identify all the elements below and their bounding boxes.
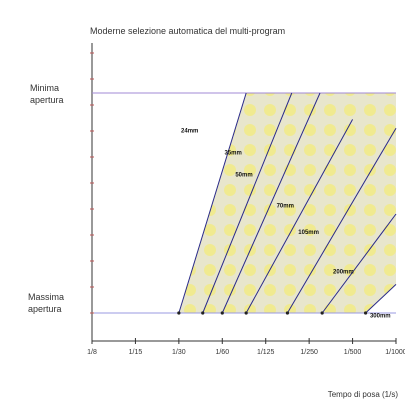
y-label-bottom-line2: apertura (28, 304, 62, 314)
lens-line-70mm (245, 119, 354, 314)
lens-line-24mm (178, 92, 247, 314)
lens-label-35mm: 35mm (224, 151, 241, 157)
lens-line-35mm (202, 92, 293, 314)
lens-label-200mm: 200mm (333, 269, 354, 275)
x-tick-label: 1/8 (87, 349, 97, 356)
lens-point-70mm (244, 311, 248, 315)
y-label-top-line1: Minima (30, 83, 59, 93)
x-tick-label: 1/60 (215, 349, 229, 356)
dot-pattern (178, 93, 396, 313)
lens-line-105mm (286, 127, 397, 314)
x-tick-label: 1/30 (172, 349, 186, 356)
lens-point-35mm (201, 311, 205, 315)
lens-line-300mm (365, 284, 397, 314)
y-label-bottom: Massima apertura (28, 292, 64, 314)
lens-line-50mm (221, 92, 321, 314)
lens-label-50mm: 50mm (235, 173, 252, 179)
x-tick-label: 1/125 (257, 349, 275, 356)
y-label-top: Minima apertura (30, 83, 64, 105)
lens-label-70mm: 70mm (277, 203, 294, 209)
lens-label-24mm: 24mm (181, 129, 198, 135)
y-label-bottom-line1: Massima (28, 292, 64, 302)
y-label-top-line2: apertura (30, 95, 64, 105)
x-tick-label: 1/500 (344, 349, 362, 356)
x-tick-label: 1/250 (300, 349, 318, 356)
lens-line-200mm (321, 213, 397, 314)
lens-point-300mm (364, 311, 368, 315)
x-tick-label: 1/1000 (385, 349, 405, 356)
x-axis-label: Tempo di posa (1/s) (328, 390, 399, 399)
lens-point-200mm (320, 311, 324, 315)
lens-label-105mm: 105mm (298, 230, 319, 236)
x-tick-label: 1/15 (129, 349, 143, 356)
lens-point-50mm (220, 311, 224, 315)
lens-point-105mm (285, 311, 290, 315)
chart-title: Moderne selezione automatica del multi-p… (90, 26, 285, 36)
lens-label-300mm: 300mm (370, 313, 391, 319)
lens-point-24mm (177, 311, 181, 315)
